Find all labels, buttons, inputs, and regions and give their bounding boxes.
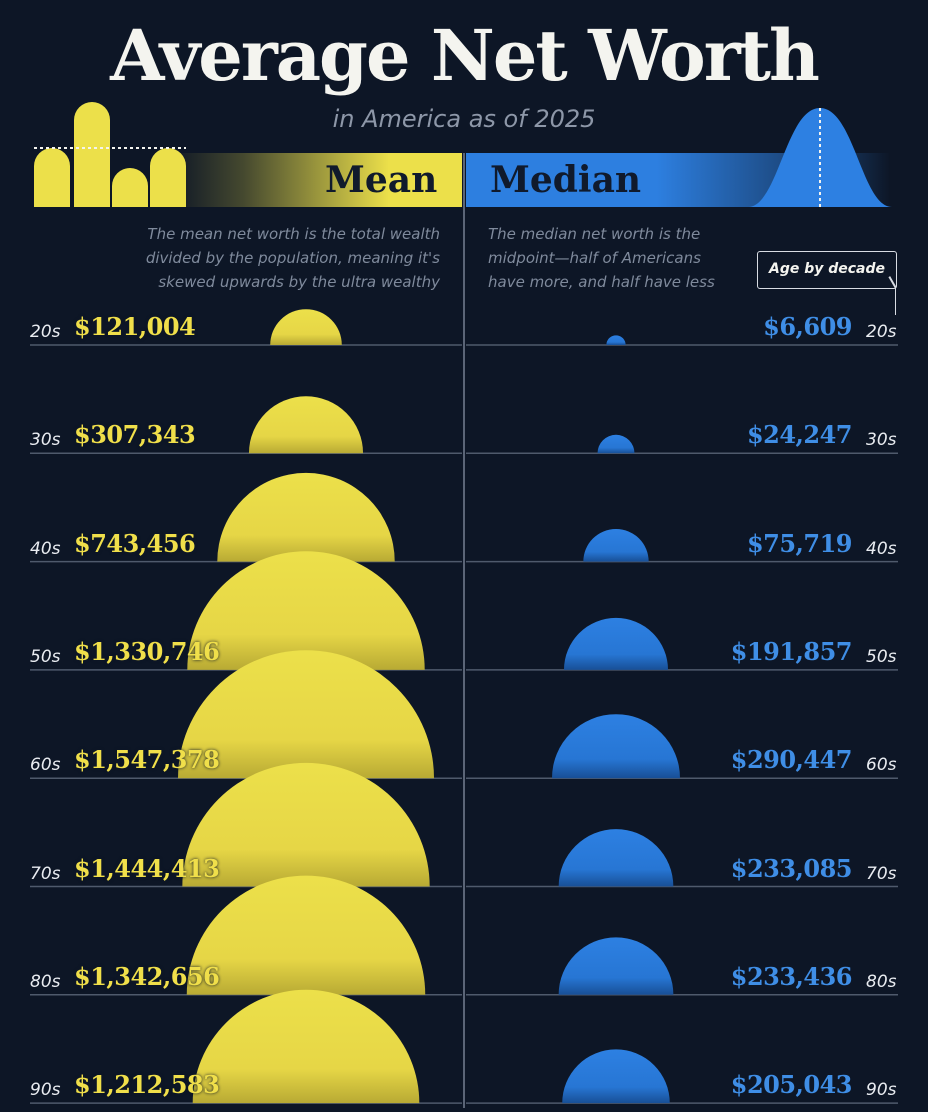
median-dome-80s	[558, 937, 674, 995]
median-dome-40s	[583, 528, 649, 562]
mean-value-label: $1,330,746	[74, 636, 220, 666]
bell-curve-icon	[748, 108, 892, 207]
median-value-label: $290,447	[730, 745, 853, 775]
bar-chart-icon	[34, 102, 186, 207]
median-description: The median net worth is the midpoint—hal…	[488, 225, 715, 291]
age-by-decade-callout: Age by decade	[757, 251, 897, 289]
mean-description: The mean net worth is the total wealth d…	[145, 225, 440, 291]
mean-dome-80s	[186, 875, 426, 995]
median-dome-70s	[558, 829, 674, 887]
median-value-label: $75,719	[746, 528, 853, 558]
median-value-label: $24,247	[746, 420, 853, 450]
page-title: Average Net Worth	[110, 14, 820, 97]
age-label-right: 50s	[866, 646, 897, 667]
age-label-right: 20s	[866, 322, 897, 342]
median-value-label: $191,857	[730, 636, 853, 666]
mean-value-label: $1,547,378	[74, 745, 220, 775]
median-dome-60s	[552, 714, 680, 779]
age-label-left: 70s	[30, 863, 61, 884]
mean-dome-20s	[270, 309, 342, 345]
mean-dome-60s	[178, 650, 434, 779]
age-label-right: 90s	[866, 1080, 897, 1101]
age-label-right: 80s	[866, 971, 897, 992]
age-label-left: 80s	[30, 971, 61, 992]
mean-value-label: $743,456	[74, 528, 196, 558]
page-subtitle: in America as of 2025	[332, 105, 596, 133]
median-value-label: $205,043	[730, 1070, 853, 1100]
age-label-right: 60s	[866, 755, 897, 776]
age-label-left: 60s	[30, 755, 61, 776]
age-label-right: 30s	[866, 430, 897, 451]
median-heading: Median	[490, 159, 642, 201]
median-dome-30s	[597, 434, 635, 454]
mean-dome-50s	[187, 551, 425, 670]
median-dome-20s	[606, 335, 626, 345]
mean-value-label: $1,444,413	[74, 853, 220, 883]
age-label-right: 40s	[866, 538, 897, 559]
age-label-left: 20s	[30, 322, 61, 342]
median-value-label: $233,085	[730, 853, 853, 883]
age-label-left: 90s	[30, 1080, 61, 1101]
median-value-label: $233,436	[730, 961, 853, 991]
mean-value-label: $121,004	[74, 312, 196, 341]
median-dome-90s	[562, 1049, 670, 1104]
callout-pointer	[886, 287, 896, 315]
mean-dome-30s	[248, 396, 364, 454]
median-value-label: $6,609	[763, 312, 852, 341]
mean-dome-90s	[192, 989, 420, 1104]
mean-dome-40s	[217, 472, 395, 562]
age-label-left: 50s	[30, 646, 61, 667]
median-dome-50s	[563, 617, 669, 670]
age-label-left: 30s	[30, 430, 61, 451]
mean-value-label: $1,212,583	[74, 1070, 220, 1100]
mean-dome-70s	[182, 762, 430, 887]
age-label-right: 70s	[866, 863, 897, 884]
age-label-left: 40s	[30, 538, 61, 559]
mean-heading: Mean	[325, 159, 438, 201]
mean-header-band	[170, 153, 462, 207]
mean-value-label: $307,343	[74, 420, 196, 450]
mean-value-label: $1,342,656	[74, 961, 220, 991]
